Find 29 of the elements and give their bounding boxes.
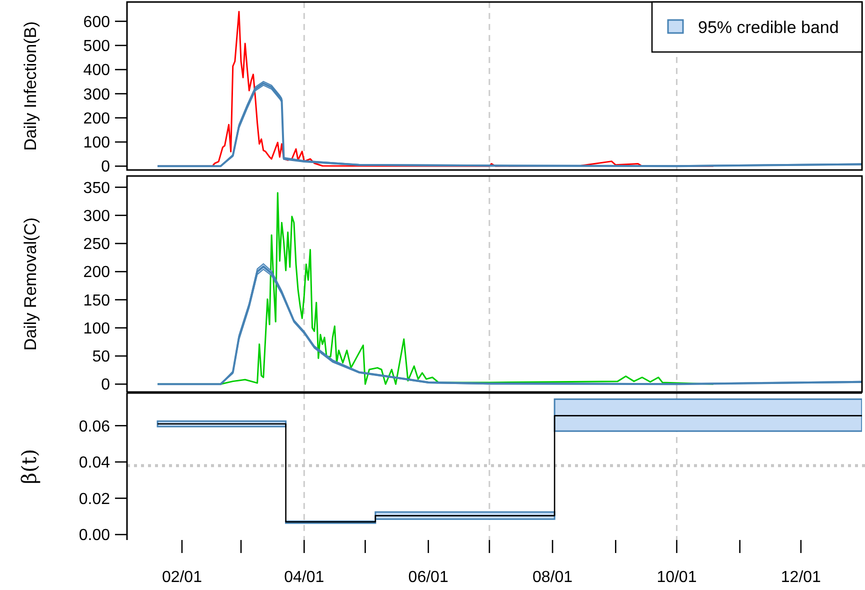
y-tick-label: 0.06 bbox=[78, 418, 110, 436]
y-tick-label: 600 bbox=[83, 14, 110, 31]
y-tick-label: 200 bbox=[83, 110, 110, 128]
x-tick-label: 02/01 bbox=[162, 569, 202, 586]
y-tick-label: 150 bbox=[83, 292, 110, 310]
legend-label: 95% credible band bbox=[698, 18, 839, 37]
x-tick-label: 06/01 bbox=[408, 569, 448, 586]
y-tick-label: 100 bbox=[83, 134, 110, 152]
y-tick-label: 200 bbox=[83, 264, 110, 282]
y-axis-title: β(t) bbox=[17, 448, 41, 484]
y-tick-label: 300 bbox=[83, 86, 110, 104]
y-tick-label: 250 bbox=[83, 236, 110, 254]
y-tick-label: 350 bbox=[83, 180, 110, 197]
y-tick-label: 400 bbox=[83, 62, 110, 80]
y-tick-label: 0 bbox=[101, 376, 110, 394]
y-tick-label: 100 bbox=[83, 320, 110, 338]
y-tick-label: 300 bbox=[83, 208, 110, 225]
x-tick-label: 08/01 bbox=[532, 569, 573, 586]
x-tick-label: 04/01 bbox=[284, 569, 324, 586]
y-tick-label: 0.00 bbox=[78, 527, 110, 544]
y-tick-label: 0.04 bbox=[78, 454, 110, 472]
y-tick-label: 50 bbox=[92, 348, 110, 366]
y-tick-label: 500 bbox=[83, 38, 110, 56]
y-axis-title: Daily Removal(C) bbox=[21, 217, 40, 351]
y-axis-title: Daily Infection(B) bbox=[21, 21, 40, 151]
x-tick-label: 12/01 bbox=[780, 569, 822, 586]
y-tick-label: 0.02 bbox=[78, 490, 110, 508]
y-tick-label: 0 bbox=[101, 158, 110, 176]
x-tick-label: 10/01 bbox=[656, 569, 697, 586]
